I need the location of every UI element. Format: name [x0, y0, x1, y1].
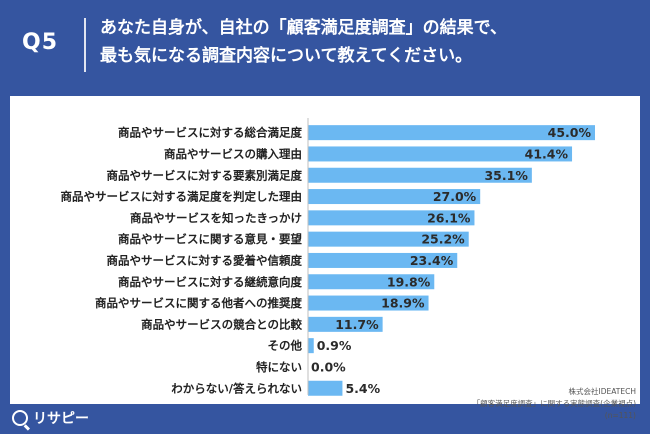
value-label: 0.0%	[311, 359, 346, 374]
value-label: 35.1%	[484, 168, 528, 183]
category-label: その他	[268, 339, 303, 353]
bar	[308, 380, 343, 396]
bar	[308, 125, 595, 141]
value-label: 41.4%	[525, 146, 569, 161]
category-label: 商品やサービスの購入理由	[164, 147, 302, 161]
value-label: 25.2%	[421, 232, 465, 247]
sample-size: (n=111)	[604, 411, 636, 420]
bar	[308, 338, 314, 354]
category-label: 商品やサービスに関する意見・要望	[118, 232, 302, 246]
category-label: 商品やサービスに対する愛着や信頼度	[107, 253, 303, 267]
value-label: 18.9%	[381, 296, 425, 311]
header-divider	[84, 18, 86, 72]
category-label: わからない/答えられない	[171, 381, 302, 395]
question-title: あなた自身が、自社の「顧客満足度調査」の結果で、 最も気になる調査内容について教…	[100, 18, 507, 66]
company-name: 株式会社IDEATECH	[568, 387, 636, 396]
question-number: Q5	[22, 30, 59, 55]
value-label: 5.4%	[345, 381, 380, 396]
category-label: 商品やサービスの競合との比較	[141, 317, 302, 331]
category-label: 商品やサービスに対する継続意向度	[118, 275, 302, 289]
value-label: 23.4%	[410, 253, 454, 268]
value-label: 19.8%	[387, 274, 431, 289]
category-label: 商品やサービスに対する総合満足度	[118, 126, 302, 140]
value-label: 11.7%	[335, 317, 379, 332]
value-label: 45.0%	[548, 125, 592, 140]
category-label: 商品やサービスを知ったきっかけ	[130, 211, 302, 225]
bar	[308, 167, 532, 183]
value-label: 26.1%	[427, 210, 471, 225]
value-label: 27.0%	[433, 189, 477, 204]
footer-notes: 株式会社IDEATECH 「顧客満足度調査」に関する実態調査(企業視点) (n=…	[386, 386, 636, 422]
magnifier-icon	[12, 410, 28, 426]
value-label: 0.9%	[317, 338, 352, 353]
category-label: 商品やサービスに関する他者への推奨度	[95, 296, 302, 310]
bar	[308, 274, 435, 290]
header: Q5 あなた自身が、自社の「顧客満足度調査」の結果で、 最も気になる調査内容につ…	[0, 0, 650, 88]
brand-logo: リサピー	[12, 407, 89, 429]
brand-name: リサピー	[33, 411, 89, 427]
bar	[308, 316, 383, 332]
bar	[308, 210, 475, 226]
category-label: 商品やサービスに対する満足度を判定した理由	[61, 190, 303, 204]
survey-name: 「顧客満足度調査」に関する実態調査(企業視点)	[472, 399, 636, 408]
bar	[308, 295, 429, 311]
bar	[308, 189, 481, 205]
bar	[308, 231, 469, 247]
category-label: 商品やサービスに対する要素別満足度	[107, 168, 303, 182]
category-label: 特にない	[256, 360, 302, 374]
bar	[308, 146, 573, 162]
bar	[308, 252, 458, 268]
